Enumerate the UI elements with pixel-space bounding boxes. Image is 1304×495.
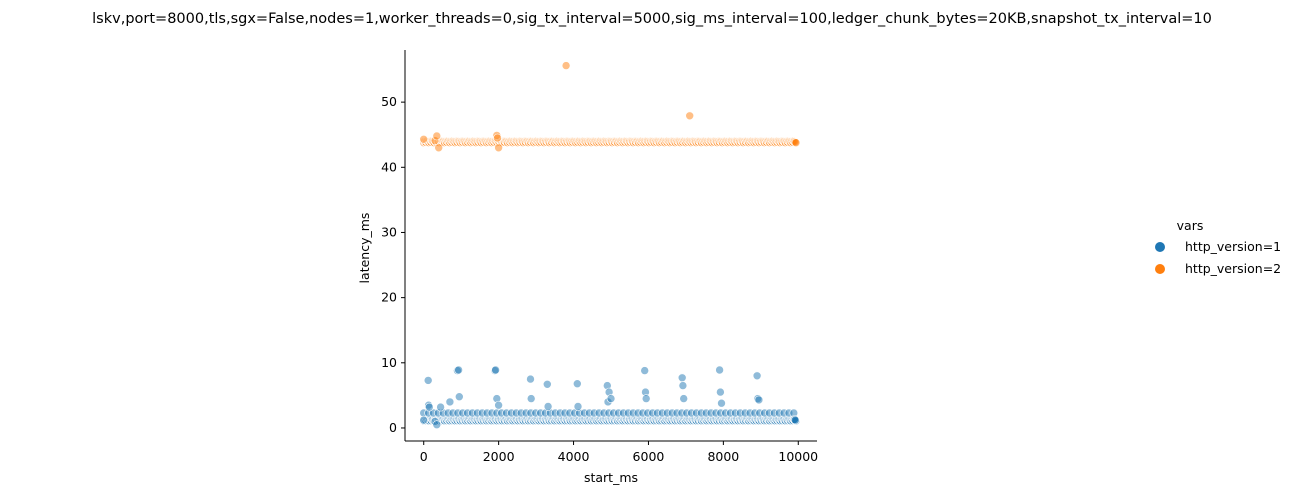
y-tick-label: 40 xyxy=(381,159,397,174)
y-tick-label: 20 xyxy=(381,290,397,305)
point-http-version-1 xyxy=(678,381,688,390)
x-ticks: 0 2000 4000 6000 8000 10000 xyxy=(420,441,818,464)
point-http-version-1 xyxy=(717,398,726,408)
point-http-version-1 xyxy=(491,365,500,375)
point-http-version-1 xyxy=(640,366,650,375)
legend-entry-http-version-2: http_version=2 xyxy=(1185,261,1281,276)
point-http-version-1 xyxy=(454,392,464,402)
point-http-version-2 xyxy=(685,111,695,121)
point-http-version-2 xyxy=(434,143,444,153)
point-http-version-2 xyxy=(493,133,502,143)
chart-title: lskv,port=8000,tls,sgx=False,nodes=1,wor… xyxy=(92,11,1212,27)
x-tick-label: 6000 xyxy=(633,449,665,464)
point-http-version-1 xyxy=(572,379,582,389)
point-http-version-1 xyxy=(526,374,535,384)
point-http-version-1 xyxy=(679,394,689,403)
plot-area xyxy=(419,61,801,430)
point-http-version-1 xyxy=(424,402,434,412)
x-tick-label: 2000 xyxy=(483,449,515,464)
point-http-version-2 xyxy=(561,61,571,70)
x-tick-label: 0 xyxy=(420,449,428,464)
point-http-version-1 xyxy=(641,394,651,403)
point-http-version-1 xyxy=(494,400,503,410)
point-http-version-1 xyxy=(573,402,583,411)
x-axis-label: start_ms xyxy=(584,470,638,485)
legend-entry-http-version-1: http_version=1 xyxy=(1185,239,1281,254)
point-http-version-1 xyxy=(790,415,800,425)
point-http-version-1 xyxy=(716,387,725,397)
point-http-version-2 xyxy=(791,138,801,147)
point-http-version-1 xyxy=(752,371,762,381)
point-http-version-1 xyxy=(606,394,616,403)
point-http-version-2 xyxy=(432,131,442,141)
legend: vars http_version=1 http_version=2 xyxy=(1155,218,1281,276)
point-http-version-1 xyxy=(543,402,553,411)
point-http-version-1 xyxy=(419,415,429,425)
point-http-version-1 xyxy=(436,402,445,412)
x-tick-label: 8000 xyxy=(707,449,739,464)
y-tick-label: 0 xyxy=(389,420,397,435)
point-http-version-1 xyxy=(677,373,687,383)
point-http-version-1 xyxy=(454,365,463,375)
legend-marker-http-version-2 xyxy=(1155,264,1165,274)
x-tick-label: 4000 xyxy=(558,449,590,464)
y-tick-label: 30 xyxy=(381,224,397,239)
legend-title: vars xyxy=(1177,218,1204,233)
point-http-version-1 xyxy=(423,376,433,385)
y-tick-label: 50 xyxy=(381,94,397,109)
y-axis-label: latency_ms xyxy=(357,213,372,284)
point-http-version-1 xyxy=(754,395,764,405)
point-http-version-2 xyxy=(419,135,429,144)
legend-marker-http-version-1 xyxy=(1155,242,1165,252)
point-http-version-1 xyxy=(526,394,536,403)
y-ticks: 0 10 20 30 40 50 xyxy=(381,94,405,435)
x-tick-label: 10000 xyxy=(778,449,818,464)
point-http-version-1 xyxy=(715,365,724,375)
point-http-version-1 xyxy=(445,397,455,407)
point-http-version-2 xyxy=(494,143,503,153)
y-tick-label: 10 xyxy=(381,355,397,370)
point-http-version-1 xyxy=(432,420,442,430)
point-http-version-1 xyxy=(542,379,552,389)
